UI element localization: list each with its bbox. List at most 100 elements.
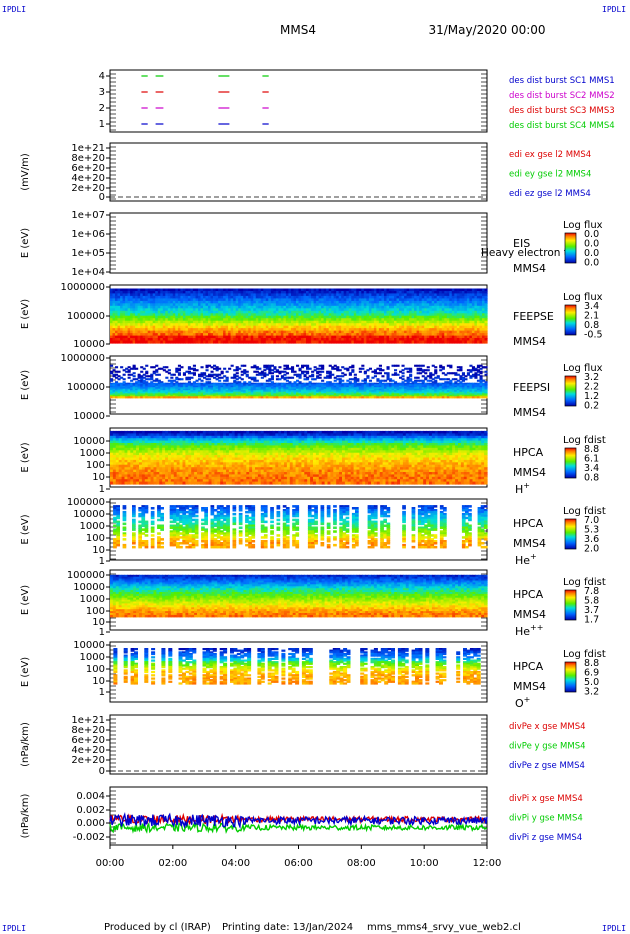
- spectrogram-cell: [133, 375, 136, 377]
- y-axis-label: (mV/m): [20, 153, 31, 191]
- spectrogram-cell: [110, 365, 113, 367]
- panel-feepsi: 100000010000010000E (eV) FEEPSIMMS4Log fl…: [20, 353, 603, 422]
- legend-entry: des dist burst SC4 MMS4: [509, 121, 615, 131]
- spectrogram-cell: [155, 371, 158, 373]
- spectrogram-cell: [168, 369, 171, 371]
- spectrogram-cell: [128, 377, 131, 379]
- spectrogram-cell: [158, 374, 161, 376]
- colorbar: [565, 233, 576, 263]
- y-tick-label: 10000: [73, 339, 105, 350]
- spectrogram-cell: [180, 366, 183, 368]
- spectrogram-cell: [349, 374, 352, 376]
- instrument-label: FEEPSI: [513, 381, 550, 394]
- spectrogram-cell: [178, 369, 181, 371]
- spectrogram-cell: [329, 377, 332, 379]
- colorbar-tick-label: 0.2: [584, 401, 599, 412]
- spectrogram-cell: [145, 372, 148, 374]
- spectrogram-cell: [155, 365, 158, 367]
- spectrogram-cell: [208, 378, 211, 380]
- header-spacecraft: MMS4: [280, 23, 316, 37]
- spectrogram-cell: [238, 368, 241, 370]
- spectrogram-cell: [196, 369, 199, 371]
- spectrogram-cell: [226, 380, 229, 382]
- spectrogram-cell: [309, 368, 312, 370]
- spectrogram-cell: [351, 371, 354, 373]
- spectrogram-cell: [241, 378, 244, 380]
- y-tick-label: 100000: [67, 311, 105, 322]
- spectrogram-cell: [115, 366, 118, 368]
- spectrogram-cell: [319, 374, 322, 376]
- spectrogram-cell: [331, 374, 334, 376]
- spacecraft-label: MMS4: [513, 262, 546, 275]
- spectrogram-cell: [243, 365, 246, 367]
- spectrogram-cell: [120, 366, 123, 368]
- spectrogram-cell: [218, 380, 221, 382]
- header-date: 31/May/2020 00:00: [428, 23, 545, 37]
- spectrogram-cell: [311, 375, 314, 377]
- overlay-text: Heavy electron to: [481, 247, 574, 259]
- spectrogram-cell: [361, 368, 364, 370]
- spectrogram-cell: [246, 371, 249, 373]
- spectrogram-cell: [110, 380, 113, 382]
- y-tick-label: 4: [99, 71, 105, 82]
- y-axis-label: E (eV): [20, 370, 31, 400]
- spacecraft-label: MMS4: [513, 406, 546, 419]
- y-tick-label: 1e+05: [71, 248, 105, 259]
- spectrogram-cell: [319, 377, 322, 379]
- spectrogram-cell: [344, 374, 347, 376]
- spectrogram-cell: [346, 369, 349, 371]
- spectrogram-cell: [286, 372, 289, 374]
- spectrogram-cell: [258, 368, 261, 370]
- spectrogram-cell: [178, 374, 181, 376]
- spectrogram-cell: [183, 374, 186, 376]
- spectrogram-cell: [211, 371, 214, 373]
- y-tick-label: 1: [99, 119, 105, 130]
- panel-frame: [110, 213, 487, 273]
- spectrogram-cell: [306, 378, 309, 380]
- spectrogram-cell: [359, 371, 362, 373]
- spectrogram-cell: [228, 368, 231, 370]
- spectrogram-cell: [123, 378, 126, 380]
- colorbar-tick-label: -0.5: [584, 330, 603, 341]
- y-tick-label: 1e+07: [71, 210, 105, 221]
- mms4-summary-plot: MMS4 31/May/2020 00:00 4 3 2 1 des dist burs…: [0, 0, 630, 934]
- spectrogram-cell: [128, 371, 131, 373]
- spectrogram-cell: [180, 378, 183, 380]
- y-tick-label: 0: [99, 192, 105, 203]
- legend-entry: edi ex gse l2 MMS4: [509, 150, 591, 160]
- spectrogram-cell: [339, 369, 342, 371]
- colorbar: [565, 376, 576, 406]
- spectrogram-cell: [145, 365, 148, 367]
- legend-entry: edi ez gse l2 MMS4: [509, 189, 591, 199]
- spectrogram-cell: [321, 371, 324, 373]
- legend-entry: des dist burst SC3 MMS3: [509, 106, 615, 116]
- spectrogram-cell: [271, 378, 274, 380]
- legend-entry: edi ey gse l2 MMS4: [509, 170, 591, 180]
- spectrogram-cell: [118, 371, 121, 373]
- spectrogram-cell: [165, 377, 168, 379]
- spectrogram-cell: [231, 365, 234, 367]
- spectrogram-cell: [306, 372, 309, 374]
- spectrogram-cell: [485, 341, 488, 344]
- spectrogram-cell: [321, 368, 324, 370]
- y-tick-label: 100000: [67, 382, 105, 393]
- spectrogram-cell: [291, 377, 294, 379]
- y-tick-label: 3: [99, 87, 105, 98]
- spectrogram-cell: [165, 366, 168, 368]
- panel-frame: [110, 143, 487, 201]
- spectrogram-cell: [296, 365, 299, 367]
- spectrogram-cell: [190, 377, 193, 379]
- spectrogram-cell: [135, 368, 138, 370]
- y-tick-label: 1e+06: [71, 229, 105, 240]
- spectrogram-cell: [364, 372, 367, 374]
- spectrogram-cell: [193, 365, 196, 367]
- spectrogram-cell: [276, 375, 279, 377]
- spectrogram-cell: [361, 365, 364, 367]
- spectrogram-cell: [221, 372, 224, 374]
- spectrogram-cell: [354, 374, 357, 376]
- y-tick-label: 2: [99, 103, 105, 114]
- spectrogram-cell: [226, 371, 229, 373]
